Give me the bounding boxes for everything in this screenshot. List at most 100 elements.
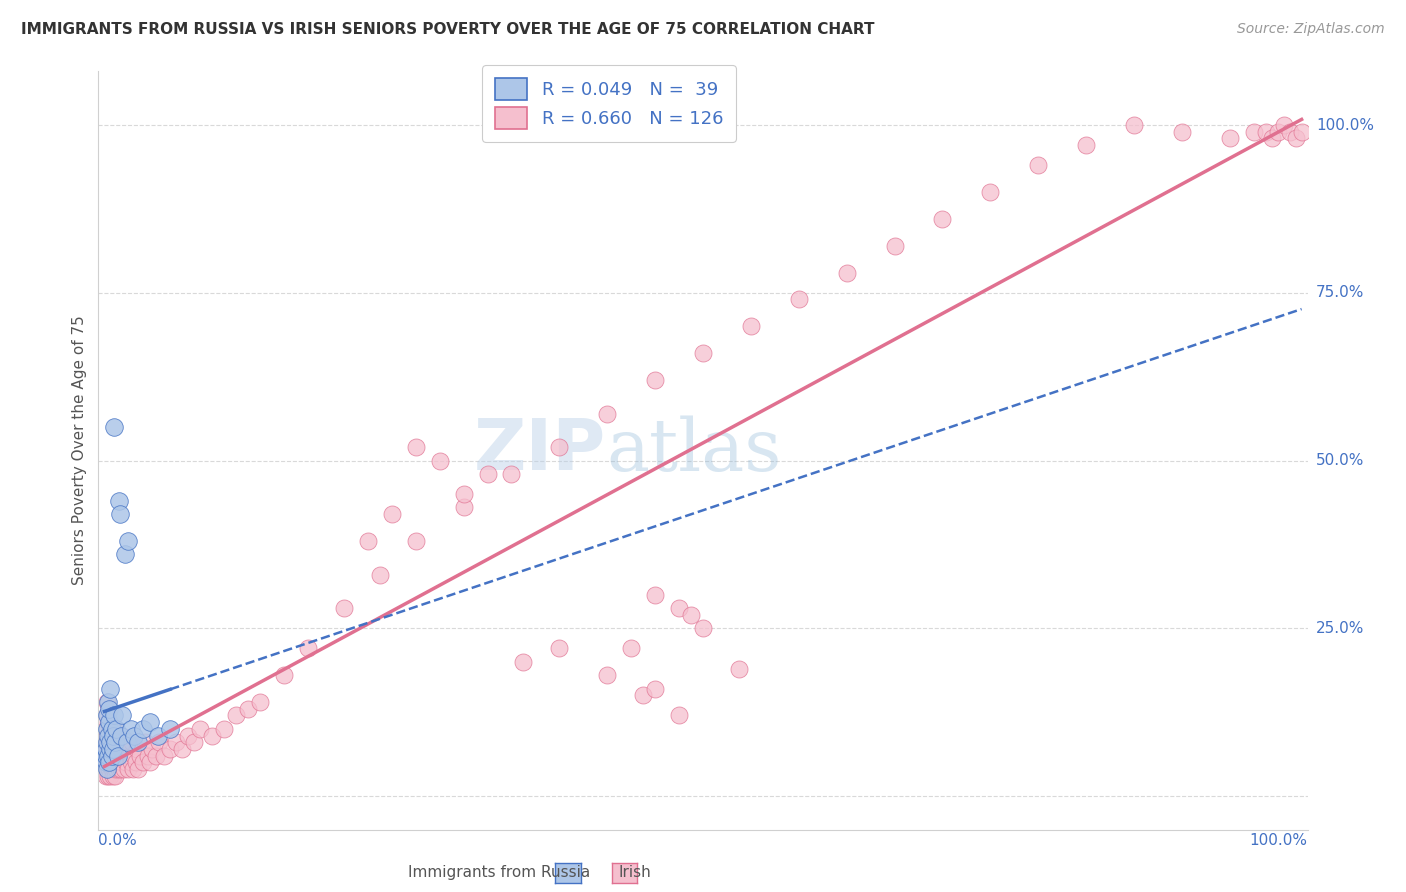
Point bbox=[835, 266, 858, 280]
Point bbox=[159, 742, 181, 756]
Text: 100.0%: 100.0% bbox=[1316, 118, 1374, 133]
Point bbox=[183, 735, 205, 749]
Point bbox=[108, 735, 131, 749]
Point bbox=[177, 729, 200, 743]
Point bbox=[100, 729, 122, 743]
Point bbox=[1254, 125, 1277, 139]
Point bbox=[333, 601, 356, 615]
Point bbox=[100, 681, 122, 696]
Point bbox=[1278, 125, 1301, 139]
Point bbox=[1260, 131, 1282, 145]
Point bbox=[97, 729, 120, 743]
Point bbox=[111, 708, 134, 723]
Point bbox=[101, 729, 124, 743]
Point bbox=[172, 742, 194, 756]
Point bbox=[94, 748, 117, 763]
Point bbox=[225, 708, 247, 723]
Text: ZIP: ZIP bbox=[474, 416, 606, 485]
Point bbox=[103, 420, 125, 434]
Point bbox=[110, 762, 132, 776]
Point bbox=[114, 548, 136, 562]
Point bbox=[125, 742, 148, 756]
Point bbox=[94, 742, 117, 756]
Point bbox=[120, 756, 142, 770]
Point bbox=[107, 493, 129, 508]
Point bbox=[100, 748, 122, 763]
Point bbox=[96, 762, 118, 776]
Point bbox=[107, 756, 129, 770]
Point bbox=[118, 748, 141, 763]
Point bbox=[1243, 125, 1265, 139]
Point bbox=[644, 373, 666, 387]
Point bbox=[100, 756, 122, 770]
Point bbox=[644, 588, 666, 602]
Point bbox=[548, 641, 571, 656]
Point bbox=[96, 735, 118, 749]
Point bbox=[141, 742, 163, 756]
Point bbox=[110, 729, 132, 743]
Point bbox=[124, 729, 146, 743]
Point bbox=[103, 708, 125, 723]
Text: atlas: atlas bbox=[606, 415, 782, 486]
Point bbox=[124, 748, 146, 763]
Point bbox=[136, 748, 159, 763]
Point bbox=[98, 756, 121, 770]
Point bbox=[453, 500, 475, 515]
Point bbox=[201, 729, 224, 743]
Legend: R = 0.049   N =  39, R = 0.660   N = 126: R = 0.049 N = 39, R = 0.660 N = 126 bbox=[482, 65, 735, 142]
Point bbox=[94, 722, 117, 736]
Point bbox=[1171, 125, 1194, 139]
Point bbox=[548, 440, 571, 454]
Point bbox=[107, 729, 129, 743]
Point bbox=[94, 769, 117, 783]
Point bbox=[101, 756, 124, 770]
Text: Source: ZipAtlas.com: Source: ZipAtlas.com bbox=[1237, 22, 1385, 37]
Point bbox=[100, 742, 122, 756]
Point bbox=[368, 567, 391, 582]
Point bbox=[512, 655, 534, 669]
Point bbox=[107, 742, 129, 756]
Point bbox=[883, 239, 905, 253]
Point bbox=[212, 722, 235, 736]
Point bbox=[429, 453, 451, 467]
Point bbox=[100, 735, 122, 749]
Point bbox=[107, 762, 129, 776]
Point bbox=[96, 762, 118, 776]
Point bbox=[114, 748, 136, 763]
Point bbox=[100, 722, 122, 736]
Text: 75.0%: 75.0% bbox=[1316, 285, 1364, 301]
Point bbox=[98, 702, 121, 716]
Point bbox=[97, 715, 120, 730]
Text: Immigrants from Russia: Immigrants from Russia bbox=[408, 865, 591, 880]
Point bbox=[159, 722, 181, 736]
Point bbox=[273, 668, 295, 682]
Point bbox=[127, 762, 149, 776]
Point bbox=[1291, 125, 1313, 139]
Point bbox=[97, 769, 120, 783]
Point bbox=[97, 748, 120, 763]
Y-axis label: Seniors Poverty Over the Age of 75: Seniors Poverty Over the Age of 75 bbox=[72, 316, 87, 585]
Text: 0.0%: 0.0% bbox=[98, 833, 138, 848]
Point bbox=[1284, 131, 1306, 145]
Point bbox=[94, 756, 117, 770]
Point bbox=[111, 729, 134, 743]
Point bbox=[97, 695, 120, 709]
Point bbox=[104, 742, 127, 756]
Point bbox=[153, 748, 176, 763]
Point bbox=[501, 467, 523, 481]
Point bbox=[740, 319, 762, 334]
Point bbox=[405, 440, 427, 454]
Point bbox=[96, 735, 118, 749]
Point bbox=[249, 695, 271, 709]
Point bbox=[1219, 131, 1241, 145]
Point bbox=[103, 722, 125, 736]
Point bbox=[108, 507, 131, 521]
Point bbox=[101, 742, 124, 756]
Point bbox=[96, 695, 118, 709]
Point bbox=[103, 762, 125, 776]
Point bbox=[381, 507, 404, 521]
Point bbox=[101, 735, 124, 749]
Point bbox=[124, 756, 146, 770]
Point bbox=[115, 742, 138, 756]
Point bbox=[98, 748, 121, 763]
